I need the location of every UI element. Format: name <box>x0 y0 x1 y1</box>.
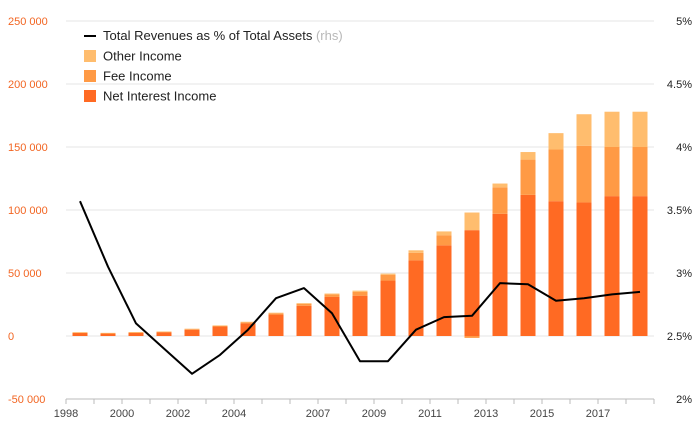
bar-segment <box>324 293 340 295</box>
legend-label: Total Revenues as % of Total Assets (rhs… <box>103 28 343 43</box>
bar-segment <box>240 321 256 323</box>
bar-segment <box>240 322 256 324</box>
bar-segment <box>380 280 396 336</box>
bar-segment <box>296 303 312 306</box>
bar-segment <box>464 230 480 336</box>
bar-segment <box>548 149 564 202</box>
x-axis-tick-label: 2013 <box>474 408 498 420</box>
bar-segment <box>268 312 284 314</box>
bar-segment <box>296 303 312 304</box>
legend-swatch <box>84 50 96 62</box>
right-axis-tick-label: 5% <box>676 16 692 28</box>
bar-segment <box>632 147 648 197</box>
bar-segment <box>632 196 648 336</box>
bar-segment <box>408 250 424 253</box>
bar-segment <box>100 332 116 334</box>
bar-segment <box>604 111 620 147</box>
left-axis-tick-label: 250 000 <box>8 16 48 28</box>
legend-label: Net Interest Income <box>103 89 216 104</box>
right-axis-tick-label: 2% <box>676 394 692 406</box>
right-axis-tick-label: 2.5% <box>667 331 692 343</box>
legend: Total Revenues as % of Total Assets (rhs… <box>84 28 343 104</box>
left-axis-tick-label: 200 000 <box>8 79 48 91</box>
bar-series <box>72 111 648 338</box>
bar-segment <box>492 183 508 188</box>
bar-segment <box>352 290 368 292</box>
bar-segment <box>520 194 536 336</box>
bar-segment <box>548 133 564 150</box>
x-axis-tick-label: 1998 <box>54 408 78 420</box>
bar-segment <box>520 159 536 195</box>
bar-segment <box>520 152 536 160</box>
left-axis-tick-label: 50 000 <box>8 268 42 280</box>
right-axis-tick-label: 3% <box>676 268 692 280</box>
axes: -50 000 0 50 000 100 000 150 000 200 000 250 0… <box>8 16 692 420</box>
x-axis-tick-label: 2002 <box>166 408 190 420</box>
bar-segment <box>100 333 116 336</box>
legend-swatch <box>84 70 96 82</box>
bar-segment <box>604 147 620 197</box>
line-series <box>79 200 641 375</box>
bar-segment <box>184 328 200 330</box>
bar-segment <box>324 296 340 336</box>
bar-segment <box>436 235 452 246</box>
bar-segment <box>548 201 564 336</box>
right-axis-tick-label: 4% <box>676 142 692 154</box>
bar-segment <box>492 187 508 214</box>
left-axis-tick-label: 150 000 <box>8 142 48 154</box>
bar-segment <box>184 329 200 336</box>
x-axis-tick-label: 2007 <box>306 408 330 420</box>
bar-segment <box>604 196 620 336</box>
bar-segment <box>576 202 592 336</box>
left-axis-tick-label: 0 <box>8 331 14 343</box>
bar-segment <box>268 313 284 315</box>
bar-segment <box>72 332 88 333</box>
bar-segment <box>408 252 424 261</box>
right-axis-tick-label: 3.5% <box>667 205 692 217</box>
legend-label-note: (rhs) <box>316 28 343 43</box>
x-axis-tick-label: 2017 <box>586 408 610 420</box>
bar-segment <box>576 145 592 203</box>
x-axis-tick-label: 2000 <box>110 408 134 420</box>
bar-segment <box>352 291 368 296</box>
bar-segment <box>436 245 452 336</box>
bar-segment <box>324 294 340 297</box>
bar-segment <box>156 332 172 336</box>
bar-segment <box>436 231 452 236</box>
bar-segment <box>128 332 144 333</box>
bar-segment <box>212 326 228 336</box>
bar-segment <box>128 332 144 336</box>
bar-segment <box>352 295 368 336</box>
bar-segment <box>576 114 592 146</box>
x-axis-tick-label: 2011 <box>418 408 442 420</box>
bar-segment <box>184 329 200 330</box>
bar-segment <box>380 274 396 281</box>
bar-segment <box>268 314 284 336</box>
bar-segment <box>464 212 480 231</box>
bar-segment <box>72 332 88 336</box>
revenue-ratio-line <box>79 200 641 375</box>
bar-segment <box>296 305 312 336</box>
bar-segment <box>380 273 396 275</box>
bar-segment <box>408 260 424 336</box>
left-axis-tick-label: 100 000 <box>8 205 48 217</box>
right-axis-tick-label: 4.5% <box>667 79 692 91</box>
x-axis-tick-label: 2009 <box>362 408 386 420</box>
bar-segment <box>492 213 508 336</box>
x-axis-tick-label: 2015 <box>530 408 554 420</box>
bar-segment <box>156 331 172 333</box>
legend-swatch <box>84 90 96 102</box>
bar-segment <box>212 325 228 327</box>
bar-segment <box>212 325 228 327</box>
legend-label: Fee Income <box>103 69 172 84</box>
legend-label: Other Income <box>103 49 182 64</box>
x-axis-tick-label: 2004 <box>222 408 246 420</box>
left-axis-tick-label: -50 000 <box>8 394 45 406</box>
bar-segment <box>632 111 648 147</box>
bar-segment <box>464 336 480 338</box>
